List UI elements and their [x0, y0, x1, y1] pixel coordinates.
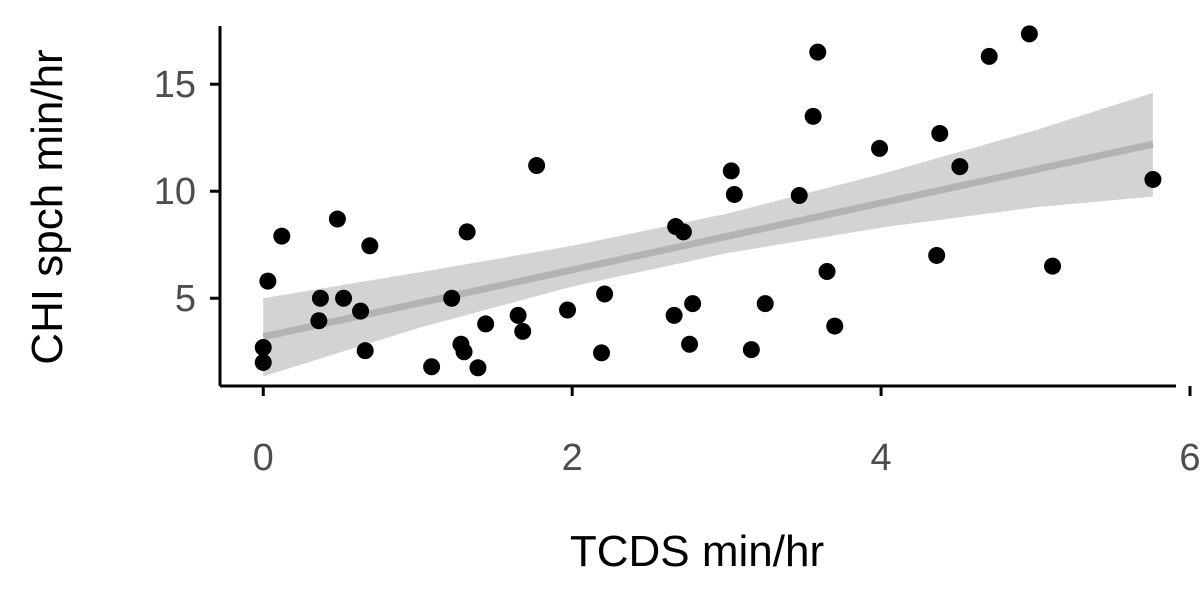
data-point [458, 223, 476, 241]
data-point [1044, 257, 1062, 275]
data-point [804, 107, 822, 125]
y-tick-label: 15 [154, 64, 196, 106]
data-point [681, 335, 699, 353]
data-point [254, 338, 272, 356]
data-point [328, 210, 346, 228]
data-points-layer [254, 25, 1162, 377]
x-axis-title: TCDS min/hr [570, 527, 824, 576]
axes-layer [210, 26, 1192, 396]
x-tick-label: 4 [871, 437, 892, 479]
data-point [528, 157, 546, 175]
data-point [742, 341, 760, 359]
data-point [684, 295, 702, 313]
data-point [931, 124, 949, 142]
data-point [352, 302, 370, 320]
data-point [335, 289, 353, 307]
data-point [455, 343, 473, 361]
y-tick-label: 10 [154, 171, 196, 213]
x-tick-label: 6 [1179, 437, 1200, 479]
tick-labels-layer: 0 2 4 6 5 10 15 [154, 64, 1200, 479]
data-point [443, 289, 461, 307]
data-point [980, 47, 998, 65]
data-point [310, 312, 328, 330]
data-point [593, 344, 611, 362]
data-point [361, 237, 379, 255]
data-point [722, 162, 740, 180]
regression-line-layer [262, 140, 1154, 341]
data-point [596, 285, 614, 303]
data-point [311, 289, 329, 307]
data-point [477, 315, 495, 333]
data-point [559, 301, 577, 319]
data-point [1020, 25, 1038, 43]
data-point [509, 306, 527, 324]
data-point [273, 227, 291, 245]
data-point [356, 342, 374, 360]
data-point [871, 139, 889, 157]
data-point [665, 306, 683, 324]
confidence-band-layer [263, 92, 1153, 377]
confidence-band [263, 92, 1153, 377]
data-point [756, 295, 774, 313]
x-tick-label: 2 [562, 437, 583, 479]
data-point [259, 272, 277, 290]
data-point [818, 262, 836, 280]
data-point [826, 317, 844, 335]
data-point [790, 187, 808, 205]
data-point [254, 353, 272, 371]
data-point [928, 246, 946, 264]
y-axis-title: CHI spch min/hr [23, 49, 72, 364]
data-point [809, 43, 827, 61]
y-tick-label: 5 [175, 278, 196, 320]
data-point [1144, 170, 1162, 188]
data-point [469, 359, 487, 377]
data-point [951, 158, 969, 176]
data-point [674, 223, 692, 241]
data-point [514, 322, 532, 340]
x-tick-label: 0 [253, 437, 274, 479]
data-point [725, 185, 743, 203]
data-point [423, 358, 441, 376]
regression-line [262, 140, 1154, 341]
